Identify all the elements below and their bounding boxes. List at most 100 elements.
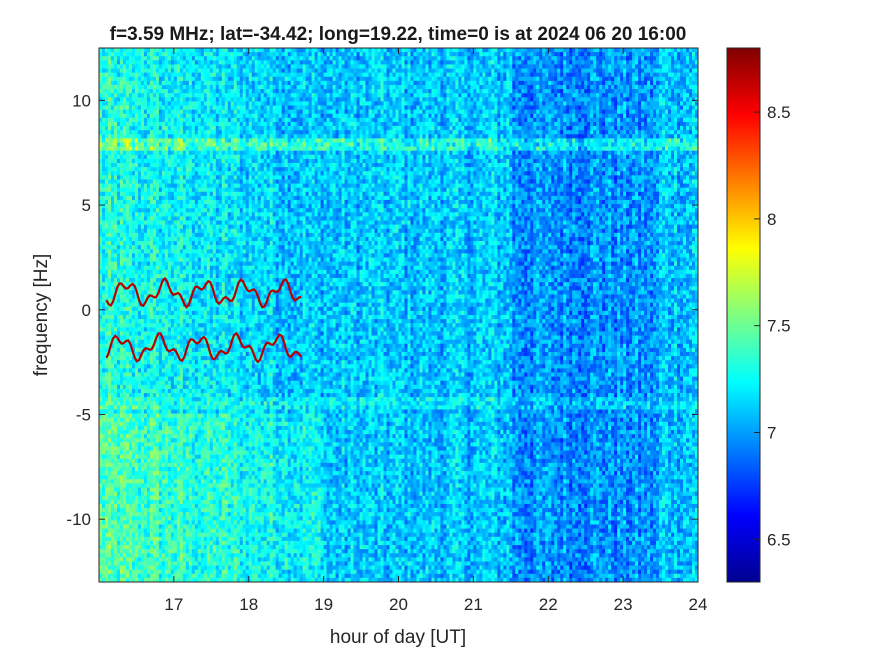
heatmap-cell — [206, 360, 211, 365]
heatmap-cell — [170, 154, 175, 160]
heatmap-cell — [206, 549, 211, 554]
heatmap-cell — [143, 528, 148, 534]
heatmap-cell — [146, 80, 151, 86]
heatmap-cell — [137, 117, 142, 123]
heatmap-cell — [149, 167, 154, 172]
heatmap-cell — [122, 565, 127, 571]
heatmap-cell — [188, 536, 193, 542]
heatmap-cell — [170, 516, 175, 521]
heatmap-cell — [161, 224, 166, 230]
heatmap-cell — [167, 561, 172, 566]
heatmap-cell — [128, 466, 133, 472]
heatmap-cell — [155, 228, 160, 234]
heatmap-cell — [146, 450, 151, 456]
heatmap-cell — [200, 339, 205, 345]
heatmap-cell — [197, 421, 202, 427]
heatmap-cell — [107, 158, 112, 164]
heatmap-cell — [122, 454, 127, 460]
heatmap-cell — [104, 167, 109, 172]
heatmap-cell — [194, 220, 199, 226]
heatmap-cell — [161, 204, 166, 209]
heatmap-cell — [179, 413, 184, 419]
heatmap-cell — [206, 475, 211, 480]
heatmap-cell — [116, 113, 121, 119]
heatmap-cell — [191, 409, 196, 414]
heatmap-cell — [128, 532, 133, 538]
heatmap-cell — [110, 388, 115, 394]
heatmap-cell — [125, 351, 130, 357]
heatmap-cell — [99, 339, 103, 345]
heatmap-cell — [110, 191, 115, 197]
heatmap-cell — [146, 212, 151, 217]
heatmap-cell — [161, 265, 166, 271]
heatmap-cell — [134, 138, 139, 143]
heatmap-cell — [119, 388, 124, 394]
heatmap-cell — [110, 372, 115, 378]
heatmap-cell — [102, 323, 106, 328]
heatmap-cell — [116, 142, 121, 147]
heatmap-cell — [125, 80, 130, 86]
heatmap-cell — [182, 499, 187, 505]
heatmap-cell — [149, 187, 154, 193]
heatmap-cell — [176, 331, 181, 336]
heatmap-cell — [188, 224, 193, 230]
heatmap-cell — [197, 343, 202, 349]
heatmap-cell — [212, 191, 217, 197]
heatmap-cell — [116, 471, 121, 476]
heatmap-cell — [170, 195, 175, 201]
heatmap-cell — [134, 97, 139, 102]
heatmap-cell — [188, 356, 193, 361]
heatmap-cell — [194, 364, 199, 369]
heatmap-cell — [104, 134, 109, 139]
heatmap-cell — [164, 195, 169, 201]
heatmap-cell — [146, 191, 151, 197]
heatmap-cell — [137, 327, 142, 332]
heatmap-cell — [122, 397, 127, 402]
heatmap-cell — [128, 524, 133, 529]
heatmap-cell — [155, 512, 160, 517]
heatmap-cell — [131, 130, 136, 135]
heatmap-cell — [167, 360, 172, 365]
heatmap-cell — [102, 298, 106, 304]
heatmap-cell — [102, 175, 106, 180]
heatmap-cell — [149, 199, 154, 205]
heatmap-cell — [179, 508, 184, 513]
heatmap-cell — [149, 273, 154, 279]
heatmap-cell — [173, 126, 178, 131]
heatmap-cell — [143, 405, 148, 410]
heatmap-cell — [99, 241, 103, 246]
heatmap-cell — [167, 532, 172, 538]
heatmap-cell — [194, 93, 199, 98]
heatmap-cell — [125, 413, 130, 419]
heatmap-cell — [116, 138, 121, 143]
heatmap-cell — [203, 557, 208, 562]
heatmap-cell — [194, 265, 199, 271]
heatmap-cell — [122, 208, 127, 213]
heatmap-cell — [182, 343, 187, 349]
heatmap-cell — [149, 454, 154, 460]
heatmap-cell — [185, 347, 190, 353]
heatmap-cell — [140, 405, 145, 410]
heatmap-cell — [212, 232, 217, 238]
heatmap-cell — [182, 438, 187, 443]
heatmap-cell — [191, 347, 196, 353]
heatmap-cell — [134, 195, 139, 201]
heatmap-cell — [179, 76, 184, 82]
heatmap-cell — [170, 483, 175, 488]
heatmap-cell — [191, 249, 196, 254]
heatmap-cell — [152, 446, 157, 451]
heatmap-cell — [191, 154, 196, 160]
heatmap-cell — [200, 409, 205, 414]
heatmap-cell — [167, 134, 172, 139]
heatmap-cell — [119, 290, 124, 295]
heatmap-cell — [152, 150, 157, 156]
heatmap-cell — [128, 60, 133, 65]
heatmap-cell — [161, 109, 166, 115]
heatmap-cell — [161, 101, 166, 106]
heatmap-cell — [158, 113, 163, 119]
heatmap-cell — [102, 265, 106, 271]
heatmap-cell — [203, 269, 208, 275]
heatmap-cell — [116, 397, 121, 402]
heatmap-cell — [128, 249, 133, 254]
heatmap-cell — [200, 241, 205, 246]
